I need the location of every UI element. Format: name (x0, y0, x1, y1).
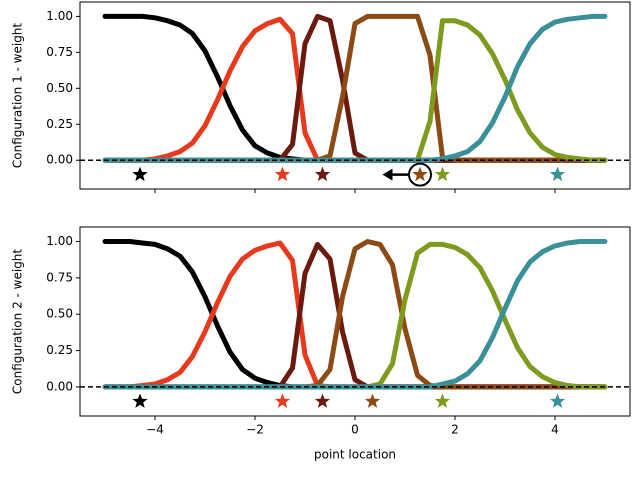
y-tick-label: 0.00 (46, 379, 73, 393)
y-tick-label: 1.00 (46, 234, 73, 248)
center-star (314, 166, 331, 182)
center-star (274, 393, 291, 408)
x-axis-label: point location (314, 448, 396, 462)
arrow-head (382, 168, 393, 181)
x-tick-label: 4 (551, 423, 559, 437)
y-tick-label: 0.25 (46, 343, 73, 357)
center-star (132, 393, 148, 408)
x-tick-label: 0 (351, 423, 359, 437)
y-axis-label: Configuration 2 - weight (11, 249, 25, 395)
y-tick-label: 0.75 (46, 270, 73, 284)
y-tick-label: 0.00 (46, 153, 73, 167)
plot-area (102, 13, 608, 163)
y-tick-label: 0.50 (46, 81, 73, 95)
y-tick-label: 0.50 (46, 307, 73, 321)
axes-frame (79, 226, 631, 417)
center-star (364, 393, 381, 408)
center-star (132, 166, 148, 182)
center-star (434, 166, 451, 182)
center-star (549, 393, 566, 408)
x-tick-label: −4 (146, 423, 164, 437)
center-star (412, 166, 428, 182)
center-star (314, 393, 331, 408)
plot-area (102, 239, 608, 390)
y-axis-label: Configuration 1 - weight (11, 23, 25, 169)
axes-frame (79, 1, 631, 190)
center-star (274, 166, 291, 182)
x-tick-label: 2 (451, 423, 459, 437)
y-tick-label: 1.00 (46, 9, 73, 23)
center-star (549, 166, 566, 182)
y-tick-label: 0.25 (46, 117, 73, 131)
y-tick-label: 0.75 (46, 45, 73, 59)
center-star (434, 393, 451, 408)
x-tick-label: −2 (246, 423, 264, 437)
